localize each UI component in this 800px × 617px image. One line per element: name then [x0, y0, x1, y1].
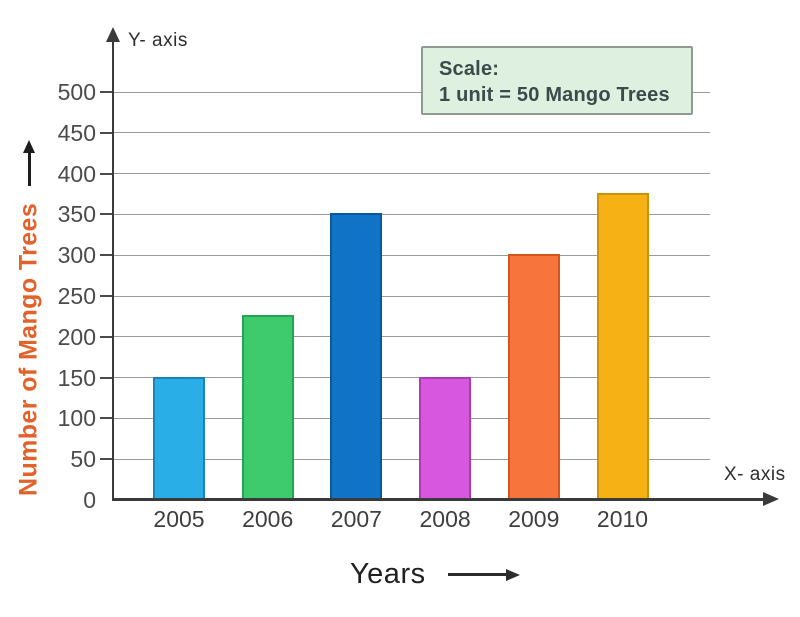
gridline-50: [113, 458, 710, 460]
y-tick-50: [100, 458, 113, 461]
x-tick-label-2006: 2006: [242, 506, 294, 532]
y-tick-100: [100, 417, 113, 420]
scale-legend-title: Scale:: [439, 58, 500, 80]
scale-legend-value: 1 unit = 50 Mango Trees: [439, 84, 670, 106]
scale-legend: Scale: 1 unit = 50 Mango Trees: [421, 46, 693, 115]
y-axis-caption: Y- axis: [128, 30, 188, 51]
gridline-500: [113, 91, 710, 93]
y-tick-450: [100, 131, 113, 134]
bar-2005: [153, 376, 205, 499]
x-axis-title: Years: [350, 558, 426, 590]
right-arrow-icon: [447, 568, 520, 581]
gridline-100: [113, 417, 710, 419]
y-tick-150: [100, 376, 113, 379]
x-axis-title-group: Years: [350, 558, 520, 591]
gridline-200: [113, 336, 710, 338]
y-tick-label-250: 250: [57, 283, 96, 309]
x-tick-label-2008: 2008: [419, 506, 471, 532]
y-tick-500: [100, 91, 113, 93]
y-tick-300: [100, 254, 113, 257]
y-tick-250: [100, 295, 113, 297]
y-tick-label-350: 350: [57, 201, 96, 228]
up-arrow-head-icon: [23, 140, 35, 153]
gridline-250: [113, 295, 710, 297]
y-tick-label-50: 50: [70, 446, 96, 473]
gridline-450: [113, 132, 710, 134]
y-axis-line: [112, 40, 114, 500]
gridline-300: [113, 254, 710, 256]
x-axis-caption: X- axis: [724, 464, 786, 485]
bar-2007: [330, 213, 383, 499]
y-tick-200: [100, 335, 113, 338]
x-tick-label-2005: 2005: [153, 506, 205, 532]
up-arrow-icon: [28, 152, 31, 186]
gridline-350: [113, 213, 710, 215]
gridline-150: [113, 377, 710, 379]
bar-2009: [507, 254, 560, 499]
x-axis-line: [112, 498, 765, 501]
y-tick-label-300: 300: [57, 242, 96, 269]
x-tick-label-2010: 2010: [596, 506, 649, 532]
bar-2006: [241, 315, 294, 499]
y-tick-400: [100, 172, 113, 175]
y-tick-label-150: 150: [57, 364, 96, 391]
y-tick-label-0: 0: [83, 487, 96, 513]
x-axis-arrow-icon: [763, 492, 779, 506]
bar-2010: [596, 193, 649, 499]
x-tick-label-2009: 2009: [508, 506, 560, 532]
bar-2008: [419, 376, 472, 499]
y-axis-arrow-icon: [106, 27, 120, 42]
gridline-400: [113, 173, 710, 175]
y-tick-350: [100, 213, 113, 216]
y-tick-label-400: 400: [57, 160, 96, 187]
y-tick-label-200: 200: [57, 323, 96, 350]
x-tick-label-2007: 2007: [330, 506, 382, 532]
y-tick-label-500: 500: [57, 79, 96, 105]
y-tick-label-450: 450: [57, 119, 96, 146]
y-tick-label-100: 100: [57, 405, 96, 432]
